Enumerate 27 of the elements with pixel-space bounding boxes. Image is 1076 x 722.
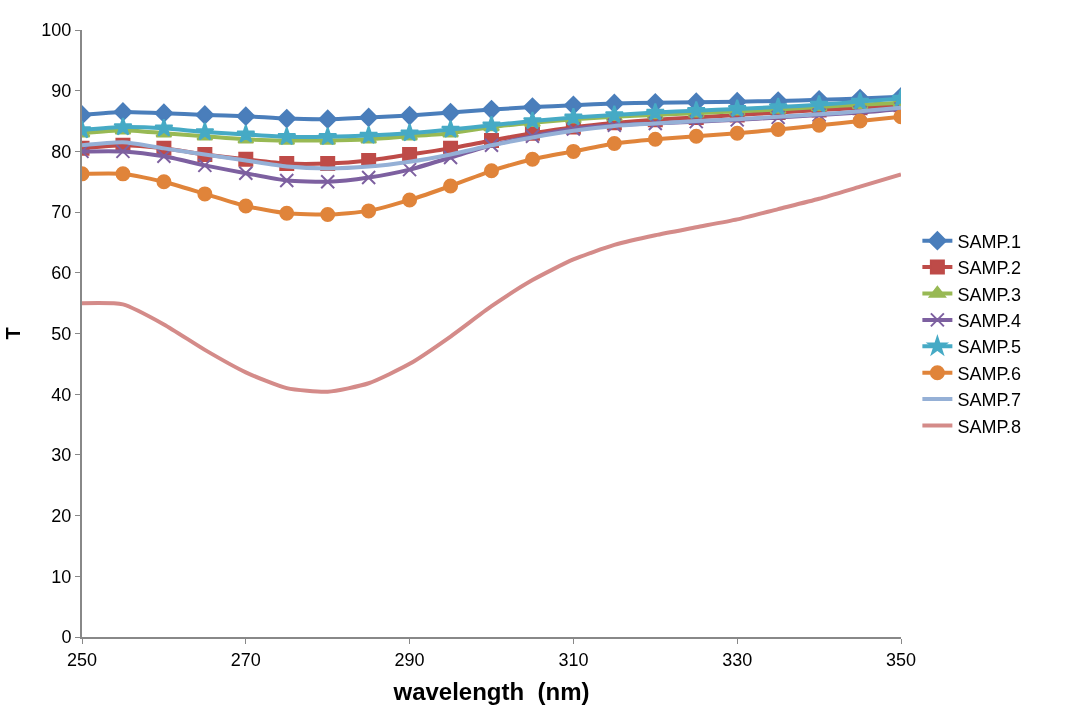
legend-label: SAMP.5 bbox=[957, 337, 1022, 358]
x-tick-label: 310 bbox=[558, 649, 589, 670]
x-tick-label: 290 bbox=[394, 649, 425, 670]
y-tick-label: 70 bbox=[51, 202, 72, 223]
legend-label: SAMP.2 bbox=[957, 258, 1022, 279]
legend-label: SAMP.7 bbox=[957, 390, 1022, 411]
y-tick-label: 50 bbox=[51, 323, 72, 344]
y-axis-title: T bbox=[2, 327, 25, 340]
x-tick-label: 350 bbox=[885, 649, 917, 670]
x-axis-title: wavelength (nm) bbox=[392, 678, 590, 706]
legend-label: SAMP.8 bbox=[957, 416, 1022, 437]
y-tick-label: 60 bbox=[51, 263, 72, 284]
legend-label: SAMP.6 bbox=[957, 363, 1022, 384]
legend-label: SAMP.3 bbox=[957, 284, 1022, 305]
y-tick-label: 100 bbox=[41, 20, 72, 41]
x-tick-label: 270 bbox=[230, 649, 261, 670]
y-tick-label: 90 bbox=[51, 81, 72, 101]
legend-label: SAMP.1 bbox=[957, 231, 1022, 252]
legend-label: SAMP.4 bbox=[957, 310, 1022, 331]
y-tick-label: 0 bbox=[61, 627, 72, 648]
y-tick-label: 10 bbox=[51, 566, 72, 587]
x-tick-label: 330 bbox=[722, 649, 753, 670]
y-tick-label: 30 bbox=[51, 445, 72, 466]
y-tick-label: 80 bbox=[51, 141, 72, 162]
y-tick-label: 40 bbox=[51, 384, 72, 405]
y-tick-label: 20 bbox=[51, 505, 72, 526]
x-tick-label: 250 bbox=[66, 649, 98, 670]
